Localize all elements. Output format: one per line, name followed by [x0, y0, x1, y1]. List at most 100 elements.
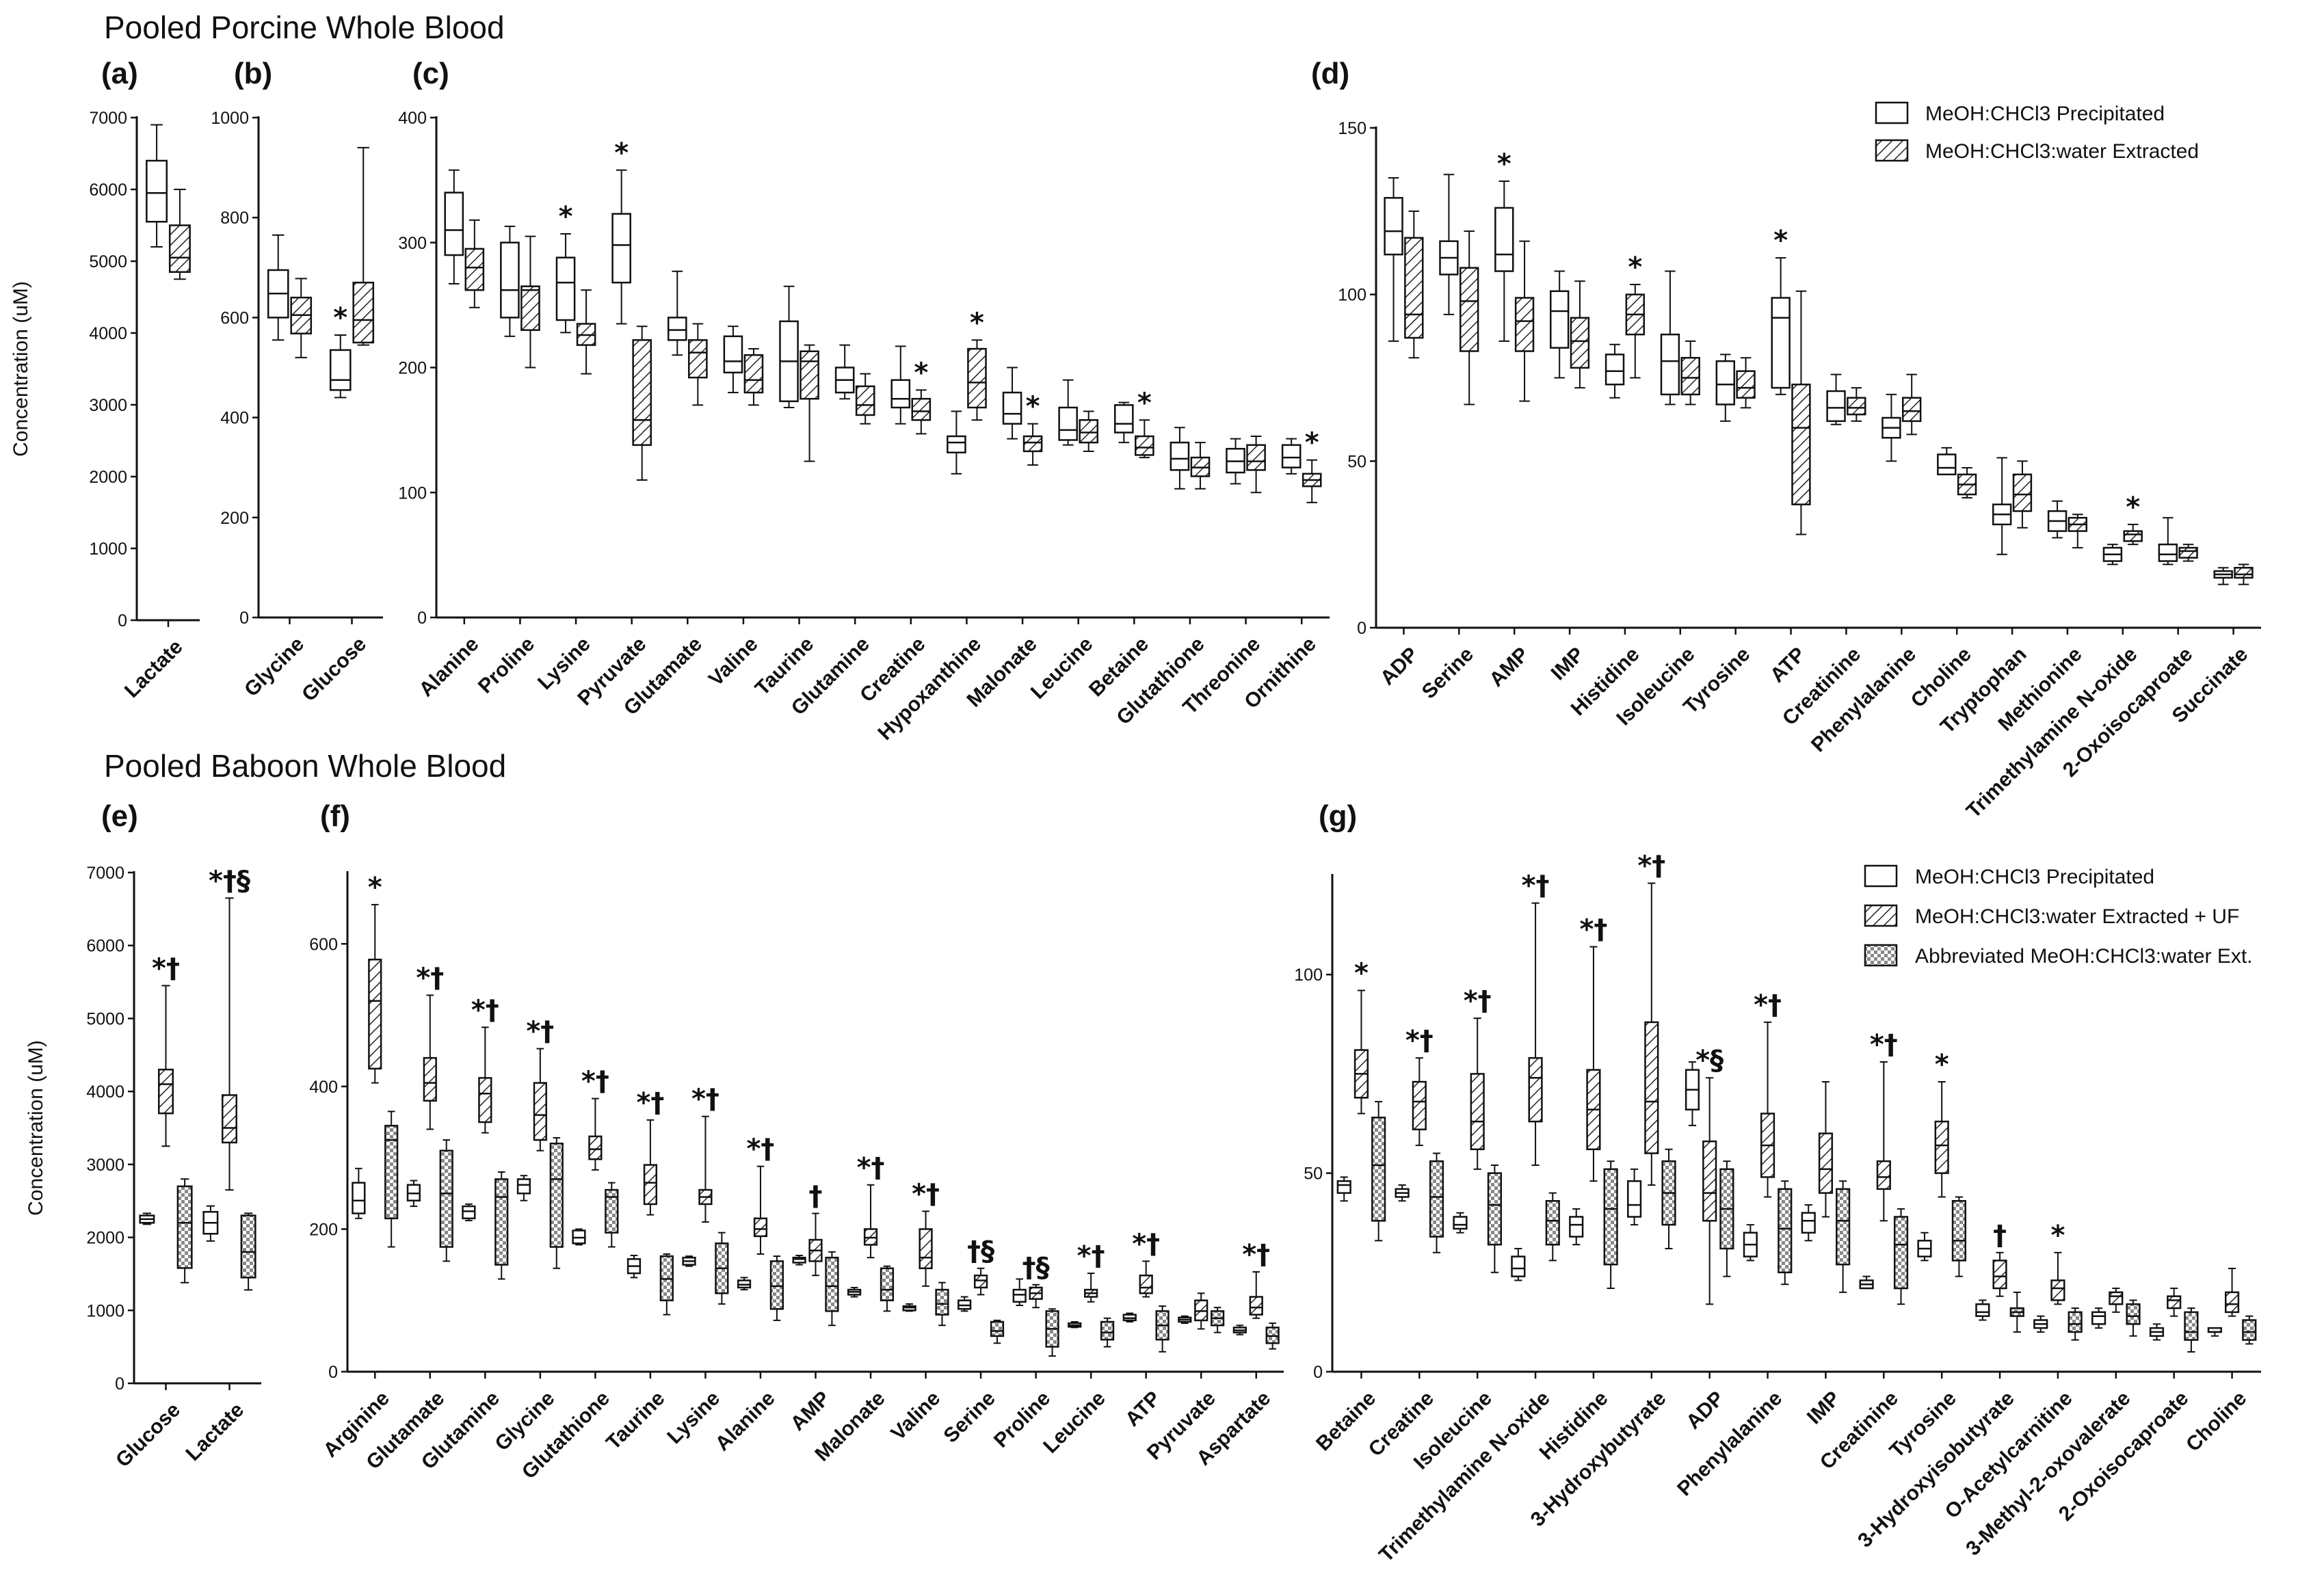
panel-label-a: (a): [101, 57, 138, 90]
y-tick-label: 0: [115, 1374, 124, 1394]
group-glucose: * Glucose: [298, 146, 375, 706]
box-meoh-chcl3-water-extracted-uf: [1470, 1073, 1485, 1151]
box-meoh-chcl3-water-extracted: [1902, 397, 1922, 423]
legend-label-precipitated-b: MeOH:CHCl3 Precipitated: [1915, 866, 2154, 888]
box-meoh-chcl3-water-extracted-uf: [973, 1274, 988, 1289]
y-tick-label: 0: [1313, 1363, 1323, 1382]
box-meoh-chcl3-water-extracted: [520, 285, 540, 331]
significance-marker: *†: [581, 1066, 609, 1098]
box-abbreviated-meoh-chcl3-water-ext: [935, 1288, 949, 1316]
panel-label-b: (b): [234, 57, 272, 90]
significance-marker: *: [1305, 427, 1319, 459]
y-tick-label: 600: [309, 935, 338, 954]
significance-marker: *†: [526, 1016, 554, 1048]
significance-marker: *†: [1754, 989, 1782, 1021]
box-meoh-chcl3-water-extracted: [967, 347, 987, 409]
category-label: Alanine: [415, 633, 484, 701]
box-meoh-chcl3-water-extracted-uf: [1412, 1080, 1427, 1130]
category-label: Choline: [2182, 1387, 2251, 1456]
box-meoh-chcl3-precipitated: [500, 241, 520, 319]
box-meoh-chcl3-water-extracted: [352, 281, 375, 344]
significance-marker: *†: [1464, 985, 1492, 1017]
baboon-title: Pooled Baboon Whole Blood: [104, 748, 506, 784]
category-label: IMP: [1547, 643, 1589, 684]
category-label: Serine: [940, 1387, 1000, 1447]
significance-marker: *†: [1242, 1239, 1270, 1271]
box-abbreviated-meoh-chcl3-water-ext: [2126, 1303, 2141, 1325]
box-meoh-chcl3-precipitated: [947, 435, 966, 454]
group-atp: *† ATP: [1121, 1228, 1170, 1431]
y-tick-label: 0: [1357, 619, 1366, 638]
y-tick-label: 300: [398, 234, 427, 253]
category-label: Proline: [474, 633, 539, 697]
box-meoh-chcl3-water-extracted: [1680, 357, 1700, 396]
box-meoh-chcl3-precipitated: [1771, 297, 1791, 389]
box-abbreviated-meoh-chcl3-water-ext: [880, 1267, 895, 1301]
box-meoh-chcl3-water-extracted: [1570, 317, 1590, 369]
box-abbreviated-meoh-chcl3-water-ext: [1603, 1168, 1618, 1266]
box-meoh-chcl3-precipitated: [352, 1182, 366, 1214]
category-label: Taurine: [602, 1387, 669, 1454]
panel-label-c: (c): [412, 57, 449, 90]
box-meoh-chcl3-precipitated: [444, 191, 464, 256]
box-abbreviated-meoh-chcl3-water-ext: [1545, 1200, 1560, 1246]
box-meoh-chcl3-water-extracted: [2178, 546, 2198, 559]
box-meoh-chcl3-precipitated: [1826, 390, 1846, 423]
y-tick-label: 200: [309, 1220, 338, 1239]
box-meoh-chcl3-water-extracted: [1022, 435, 1043, 453]
significance-marker: *: [2126, 492, 2140, 523]
legend-label-extracted-uf: MeOH:CHCl3:water Extracted + UF: [1915, 905, 2239, 928]
y-tick-label: 400: [309, 1078, 338, 1097]
box-meoh-chcl3-water-extracted: [632, 339, 652, 447]
significance-marker: *: [1026, 391, 1040, 423]
box-meoh-chcl3-water-extracted-uf: [423, 1056, 437, 1102]
significance-marker: *§: [1695, 1045, 1724, 1076]
box-meoh-chcl3-water-extracted-uf: [919, 1228, 933, 1270]
significance-marker: *†: [691, 1084, 719, 1115]
category-label: Glucose: [298, 633, 371, 706]
box-meoh-chcl3-water-extracted-uf: [2167, 1295, 2182, 1309]
y-tick-label: 7000: [86, 864, 124, 883]
group-glycine: Glycine: [240, 234, 313, 701]
box-meoh-chcl3-water-extracted: [2234, 567, 2254, 579]
box-abbreviated-meoh-chcl3-water-ext: [549, 1143, 564, 1248]
box-meoh-chcl3-precipitated: [1058, 406, 1078, 441]
y-tick-label: 2000: [86, 1229, 124, 1248]
category-label: AMP: [787, 1387, 834, 1435]
significance-marker: *: [333, 302, 347, 334]
group-3-hydroxybutyrate: *†3-Hydroxybutyrate: [1527, 851, 1676, 1531]
significance-marker: *†: [912, 1178, 940, 1210]
significance-marker: *†: [1077, 1240, 1105, 1272]
box-meoh-chcl3-precipitated: [1281, 444, 1302, 468]
box-abbreviated-meoh-chcl3-water-ext: [1836, 1188, 1851, 1266]
y-tick-label: 50: [1347, 452, 1366, 471]
y-tick-label: 5000: [86, 1009, 124, 1028]
group-proline: Proline: [474, 225, 540, 698]
group-lysine: *Lysine: [533, 201, 596, 694]
box-meoh-chcl3-precipitated: [1569, 1216, 1584, 1238]
group-taurine: Taurine: [751, 285, 819, 700]
y-tick-label: 50: [1304, 1165, 1323, 1184]
y-axis-label-a: Concentration (uM): [10, 281, 32, 457]
legend-label-abbreviated: Abbreviated MeOH:CHCl3:water Ext.: [1915, 945, 2253, 968]
y-tick-label: 200: [220, 509, 249, 528]
y-tick-label: 800: [220, 209, 249, 228]
y-tick-label: 1000: [89, 540, 127, 559]
significance-marker: *: [1354, 957, 1369, 989]
box-meoh-chcl3-water-extracted-uf: [2109, 1291, 2124, 1305]
significance-marker: †§: [1022, 1252, 1050, 1284]
box-abbreviated-meoh-chcl3-water-ext: [1371, 1117, 1386, 1222]
significance-marker: †: [809, 1180, 823, 1212]
box-meoh-chcl3-water-extracted: [1460, 267, 1479, 352]
significance-marker: *: [1773, 225, 1788, 256]
group-glucose: *† Glucose: [111, 953, 193, 1472]
box-meoh-chcl3-precipitated: [1170, 441, 1190, 471]
box-meoh-chcl3-water-extracted-uf: [478, 1077, 492, 1123]
box-abbreviated-meoh-chcl3-water-ext: [2068, 1311, 2083, 1333]
legend-swatch-extracted-uf: [1864, 904, 1898, 927]
legend-label-extracted: MeOH:CHCl3:water Extracted: [1925, 140, 2199, 163]
significance-marker: *†: [747, 1134, 775, 1165]
box-meoh-chcl3-precipitated: [1494, 207, 1514, 272]
group-pyruvate: *Pyruvate: [573, 137, 652, 710]
box-meoh-chcl3-water-extracted-uf: [1818, 1132, 1834, 1194]
